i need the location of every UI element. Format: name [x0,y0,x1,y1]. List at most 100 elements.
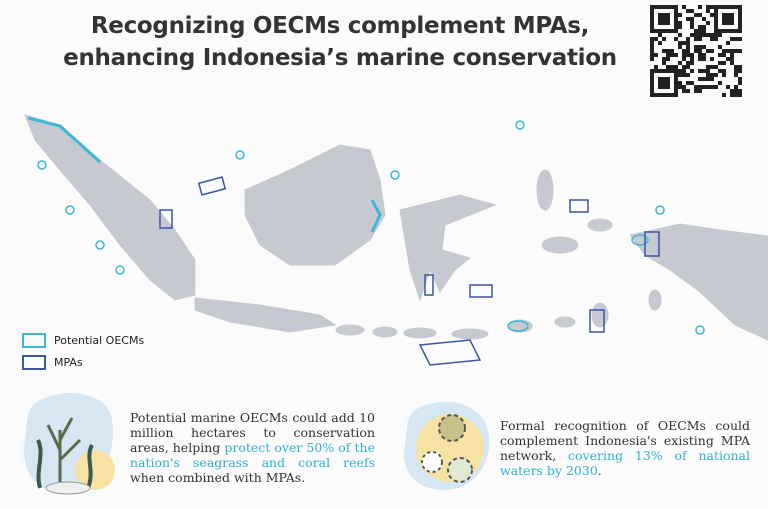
qr-module [686,73,690,77]
qr-module [702,77,706,81]
qr-module [650,25,654,29]
qr-module [658,29,662,33]
qr-module [730,53,734,57]
qr-module [650,49,654,53]
panel-icons [24,392,490,495]
qr-module [666,65,670,69]
qr-module [682,65,686,69]
qr-module [698,49,702,53]
qr-module [650,21,654,25]
qr-module [702,53,706,57]
qr-module [666,17,670,21]
qr-module [682,49,686,53]
qr-module [702,33,706,37]
qr-module [678,81,682,85]
qr-module [658,33,662,37]
qr-module [666,85,670,89]
qr-module [690,57,694,61]
qr-module [718,53,722,57]
qr-module [650,57,654,61]
qr-module [710,77,714,81]
qr-module [666,81,670,85]
qr-module [738,21,742,25]
qr-module [714,5,718,9]
qr-module [670,65,674,69]
title-line: Recognizing OECMs complement MPAs, [90,13,590,39]
qr-module [690,25,694,29]
qr-module [674,89,678,93]
qr-module [726,29,730,33]
qr-module [710,33,714,37]
qr-module [686,81,690,85]
qr-module [666,69,670,73]
qr-module [662,49,666,53]
qr-module [718,5,722,9]
qr-module [658,81,662,85]
qr-module [702,17,706,21]
sumatra [24,114,196,301]
title-line: enhancing Indonesia’s marine conservatio… [63,45,617,71]
qr-module [694,89,698,93]
qr-module [662,57,666,61]
qr-module [686,65,690,69]
qr-module [714,17,718,21]
qr-module [722,5,726,9]
qr-module [738,65,742,69]
qr-module [686,37,690,41]
qr-module [662,85,666,89]
qr-module [658,13,662,17]
qr-module [694,49,698,53]
qr-module [650,37,654,41]
qr-module [694,33,698,37]
qr-module [650,93,654,97]
qr-module [686,89,690,93]
qr-module [730,61,734,65]
qr-module [670,53,674,57]
qr-module [730,49,734,53]
qr-module [710,73,714,77]
qr-module [730,17,734,21]
qr-module [734,73,738,77]
qr-module [714,65,718,69]
area-markers [27,116,705,366]
qr-module [658,93,662,97]
qr-module [722,49,726,53]
qr-module [650,17,654,21]
qr-module [666,77,670,81]
qr-module [698,13,702,17]
qr-module [698,57,702,61]
qr-module [738,81,742,85]
qr-module [718,81,722,85]
qr-module [734,65,738,69]
qr-module [714,73,718,77]
qr-module [658,85,662,89]
qr-module [702,29,706,33]
title: Recognizing OECMs complement MPAs, enhanc… [60,10,620,74]
qr-module [674,53,678,57]
qr-module [722,17,726,21]
qr-module [734,85,738,89]
qr-module [738,13,742,17]
qr-module [734,93,738,97]
qr-module [710,65,714,69]
qr-module [678,33,682,37]
qr-module [682,5,686,9]
qr-module [698,69,702,73]
qr-module [730,21,734,25]
qr-module [662,93,666,97]
qr-module [650,9,654,13]
qr-module [706,21,710,25]
qr-module [738,29,742,33]
qr-module [710,37,714,41]
qr-module [702,85,706,89]
qr-module [698,29,702,33]
qr-module [674,73,678,77]
qr-module [730,13,734,17]
qr-module [710,5,714,9]
qr-module [726,57,730,61]
qr-module [662,5,666,9]
qr-module [666,93,670,97]
qr-module [714,85,718,89]
panel-text: Formal recognition of OECMs could comple… [500,418,750,478]
qr-module [682,69,686,73]
